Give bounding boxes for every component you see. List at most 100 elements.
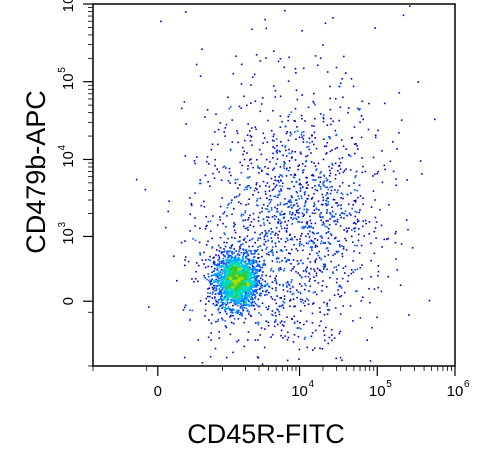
data-point bbox=[265, 185, 267, 187]
data-point bbox=[198, 264, 200, 267]
data-point bbox=[308, 290, 310, 292]
data-point bbox=[310, 161, 313, 163]
data-point bbox=[274, 179, 276, 181]
data-point bbox=[300, 301, 302, 303]
data-point bbox=[219, 271, 222, 273]
data-point bbox=[255, 183, 258, 186]
data-point bbox=[327, 197, 330, 199]
data-point bbox=[217, 244, 220, 247]
data-point bbox=[308, 225, 310, 227]
data-point bbox=[257, 216, 260, 219]
data-point bbox=[280, 268, 282, 271]
data-point bbox=[346, 230, 348, 232]
data-point bbox=[294, 199, 297, 201]
data-point bbox=[180, 241, 183, 244]
data-point bbox=[228, 269, 231, 271]
data-point bbox=[251, 262, 253, 264]
data-point bbox=[228, 264, 230, 267]
data-point bbox=[312, 100, 314, 103]
data-point bbox=[368, 233, 370, 235]
data-point bbox=[338, 172, 341, 175]
data-point bbox=[270, 336, 272, 338]
data-point bbox=[237, 264, 240, 267]
data-point bbox=[338, 240, 341, 242]
data-point bbox=[281, 324, 284, 326]
data-point bbox=[242, 255, 244, 258]
data-point bbox=[225, 266, 227, 269]
data-point bbox=[267, 305, 270, 308]
data-point bbox=[243, 276, 245, 278]
data-point bbox=[335, 269, 338, 271]
data-point bbox=[210, 265, 213, 268]
data-point bbox=[216, 269, 218, 271]
data-point bbox=[226, 206, 229, 209]
data-point bbox=[216, 279, 219, 282]
data-point bbox=[347, 274, 350, 277]
data-point bbox=[214, 304, 216, 307]
data-point bbox=[242, 219, 244, 222]
data-point bbox=[219, 216, 221, 218]
data-point bbox=[248, 267, 250, 269]
data-point bbox=[395, 230, 397, 233]
data-point bbox=[216, 282, 219, 284]
data-point bbox=[190, 204, 193, 207]
data-point bbox=[232, 290, 235, 292]
data-point bbox=[313, 233, 315, 235]
data-point bbox=[221, 307, 223, 309]
data-point bbox=[230, 311, 232, 314]
data-point bbox=[295, 181, 298, 183]
data-point bbox=[261, 249, 263, 252]
data-point bbox=[230, 201, 232, 204]
data-point bbox=[255, 278, 257, 281]
data-point bbox=[270, 237, 273, 239]
data-point bbox=[250, 303, 253, 305]
data-point bbox=[259, 268, 262, 271]
data-point bbox=[232, 312, 234, 314]
data-point bbox=[301, 221, 303, 224]
data-point bbox=[280, 188, 282, 190]
data-point bbox=[254, 339, 257, 341]
data-point bbox=[293, 119, 295, 122]
data-point bbox=[243, 287, 245, 290]
data-point bbox=[304, 275, 307, 278]
data-point bbox=[257, 265, 260, 267]
data-point bbox=[317, 200, 320, 202]
data-point bbox=[287, 219, 290, 222]
data-point bbox=[216, 267, 219, 269]
data-point bbox=[308, 137, 311, 140]
data-point bbox=[249, 135, 252, 137]
data-point bbox=[314, 212, 316, 215]
data-point bbox=[253, 280, 256, 283]
data-point bbox=[291, 156, 293, 158]
data-point bbox=[300, 235, 302, 237]
data-point bbox=[375, 221, 378, 223]
data-point bbox=[288, 187, 291, 190]
data-point bbox=[240, 213, 243, 215]
data-point bbox=[226, 299, 229, 302]
data-point bbox=[238, 201, 240, 203]
data-point bbox=[338, 332, 341, 335]
data-point bbox=[255, 128, 257, 131]
data-point bbox=[354, 269, 356, 271]
data-point bbox=[293, 244, 295, 246]
data-point bbox=[381, 150, 383, 152]
data-point bbox=[227, 282, 230, 285]
data-point bbox=[256, 276, 258, 279]
data-point bbox=[294, 159, 297, 161]
data-point bbox=[272, 146, 274, 148]
data-point bbox=[247, 331, 250, 333]
data-point bbox=[199, 75, 202, 77]
data-point bbox=[395, 178, 397, 180]
data-point bbox=[266, 172, 268, 175]
data-point bbox=[299, 190, 302, 192]
data-point bbox=[297, 291, 300, 293]
data-point bbox=[217, 128, 220, 131]
data-point bbox=[237, 282, 240, 285]
data-point bbox=[249, 267, 251, 269]
data-point bbox=[357, 220, 360, 222]
data-point bbox=[306, 227, 309, 229]
data-point bbox=[230, 314, 232, 317]
data-point bbox=[339, 245, 341, 248]
data-point bbox=[218, 260, 221, 263]
data-point bbox=[356, 211, 358, 214]
